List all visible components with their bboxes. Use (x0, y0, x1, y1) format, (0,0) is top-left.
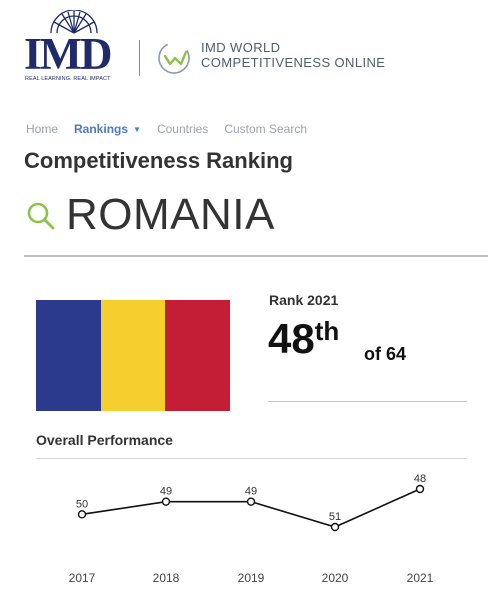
x-tick-label: 2017 (69, 571, 96, 585)
country-name: ROMANIA (66, 190, 275, 239)
product-name-line1: IMD WORLD (201, 40, 281, 55)
data-point[interactable] (161, 497, 171, 506)
data-label: 48 (414, 473, 426, 485)
x-tick-label: 2021 (407, 571, 434, 585)
header-divider (139, 40, 140, 76)
wc-trend-icon (158, 42, 190, 74)
chevron-down-icon: ▼ (133, 125, 141, 134)
imd-fan-icon (50, 10, 98, 34)
section-divider (24, 255, 488, 257)
product-name[interactable]: IMD WORLD COMPETITIVENESS ONLINE (201, 40, 385, 70)
breadcrumb-nav: Home Rankings ▼ Countries Custom Search (26, 122, 323, 136)
nav-rankings[interactable]: Rankings ▼ (74, 122, 141, 136)
rank-value: 48 (268, 315, 315, 362)
data-point[interactable] (246, 497, 256, 506)
data-label: 50 (76, 498, 88, 510)
product-name-line2: COMPETITIVENESS ONLINE (201, 55, 386, 70)
rank-total: of 64 (364, 344, 407, 364)
rank-underline (268, 401, 467, 402)
country-flag (36, 300, 231, 411)
imd-logo[interactable]: IMD REAL LEARNING. REAL IMPACT (24, 10, 124, 86)
data-point[interactable] (77, 510, 87, 519)
x-tick-label: 2018 (153, 571, 180, 585)
data-label: 49 (245, 486, 257, 498)
data-point[interactable] (330, 522, 340, 532)
data-point[interactable] (415, 484, 425, 494)
flag-stripe-red (165, 300, 231, 411)
nav-rankings-label: Rankings (74, 122, 129, 136)
rank-number: 48th (268, 318, 339, 360)
performance-line-chart: 50 2017 49 2018 49 2019 51 2020 48 2021 (69, 473, 434, 585)
data-label: 51 (329, 511, 341, 523)
performance-title: Overall Performance (36, 432, 173, 448)
search-icon[interactable] (25, 200, 57, 232)
flag-stripe-yellow (100, 300, 166, 411)
rank-label: Rank 2021 (269, 292, 339, 308)
nav-custom-search[interactable]: Custom Search (224, 122, 308, 136)
nav-home[interactable]: Home (26, 122, 59, 136)
imd-tagline: REAL LEARNING. REAL IMPACT (25, 76, 111, 82)
performance-divider (36, 458, 467, 459)
x-tick-label: 2019 (238, 571, 265, 585)
data-label: 49 (160, 486, 172, 498)
nav-countries[interactable]: Countries (156, 122, 209, 136)
flag-stripe-blue (36, 300, 101, 411)
imd-logo-text: IMD (24, 29, 112, 79)
page-title: Competitiveness Ranking (24, 148, 293, 173)
x-tick-label: 2020 (322, 571, 349, 585)
rank-suffix: th (314, 316, 340, 346)
